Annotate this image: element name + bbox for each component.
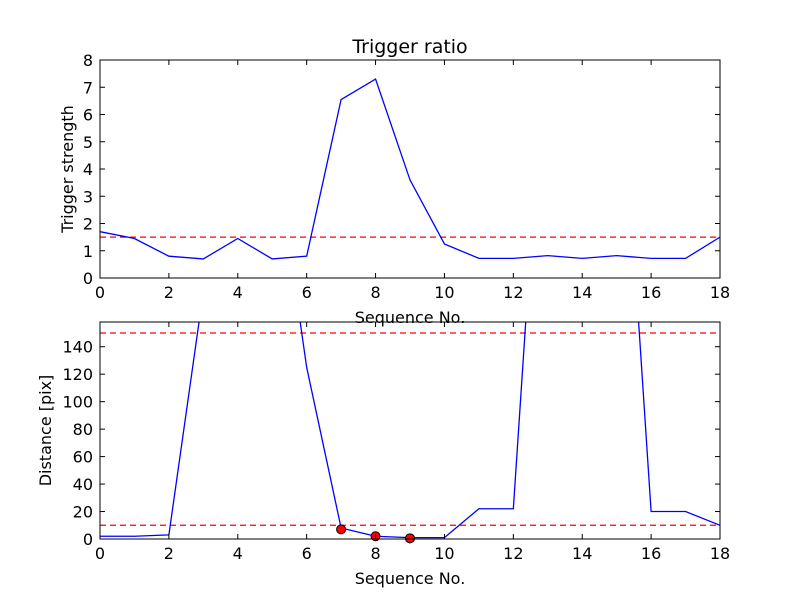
y-tick-label: 2 (83, 215, 93, 234)
x-tick-label: 2 (164, 544, 174, 563)
distance-chart: 0 2 4 6 8 10 12 14 16 18 0 20 40 60 80 100 120 140 Sequenc… (36, 321, 730, 588)
y-tick-label: 1 (83, 242, 93, 261)
x-tick-label: 16 (641, 544, 661, 563)
x-tick-label: 14 (572, 283, 592, 302)
chart-title: Trigger ratio (351, 36, 467, 58)
y-axis-label: Distance [pix] (36, 375, 55, 487)
x-tick-label: 12 (503, 283, 523, 302)
x-tick-label: 14 (572, 544, 592, 563)
y-tick-label: 7 (83, 78, 93, 97)
y-tick-label: 0 (83, 530, 93, 549)
x-tick-label: 6 (302, 283, 312, 302)
x-tick-label: 10 (434, 283, 454, 302)
x-tick-label: 0 (95, 544, 105, 563)
data-point-marker (336, 524, 347, 535)
x-tick-label: 18 (710, 544, 730, 563)
x-tick-label: 2 (164, 283, 174, 302)
x-axis-label: Sequence No. (355, 569, 466, 588)
y-tick-label: 8 (83, 51, 93, 70)
data-point-marker (405, 533, 415, 544)
y-tick-label: 0 (83, 269, 93, 288)
x-axis-label: Sequence No. (355, 308, 466, 327)
x-tick-label: 6 (302, 544, 312, 563)
x-tick-label: 0 (95, 283, 105, 302)
x-tick-label: 4 (233, 544, 243, 563)
y-tick-label: 4 (83, 160, 93, 179)
plot-area (100, 78, 720, 260)
x-tick-label: 8 (370, 283, 380, 302)
y-axis-label: Trigger strength (58, 105, 77, 234)
y-tick-label: 6 (83, 106, 93, 125)
y-tick-label: 60 (73, 448, 93, 467)
x-tick-label: 12 (503, 544, 523, 563)
series-line (100, 78, 720, 260)
axes-frame (99, 321, 721, 540)
y-tick-label: 5 (83, 133, 93, 152)
y-tick-label: 3 (83, 187, 93, 206)
y-tick-label: 140 (62, 338, 93, 357)
x-tick-label: 10 (434, 544, 454, 563)
y-tick-label: 120 (62, 365, 93, 384)
y-tick-label: 20 (73, 503, 93, 522)
x-tick-label: 18 (710, 283, 730, 302)
x-tick-label: 8 (370, 544, 380, 563)
y-tick-label: 80 (73, 420, 93, 439)
x-tick-label: 16 (641, 283, 661, 302)
y-tick-label: 100 (62, 393, 93, 412)
y-tick-label: 40 (73, 475, 93, 494)
x-tick-label: 4 (233, 283, 243, 302)
